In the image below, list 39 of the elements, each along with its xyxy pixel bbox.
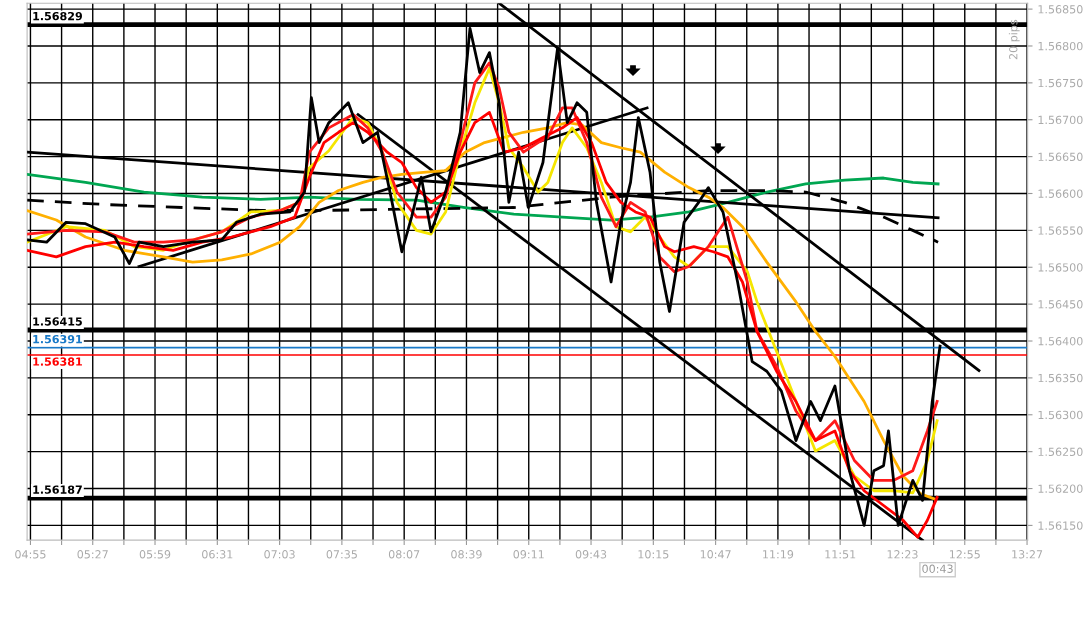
ref-line-label: 1.56829 [33,11,82,21]
text: 00:43 [922,564,953,573]
x-tick-label: 10:15 [638,550,669,559]
x-tick-label: 05:59 [139,550,171,559]
x-tick-label: 10:47 [700,550,731,559]
x-tick-label: 11:19 [763,550,794,559]
x-tick-label: 05:27 [77,550,108,559]
y-tick-label: 1.56800 [1038,41,1083,51]
ref-line-label: 1.56415 [33,317,82,326]
y-tick-label: 1.56150 [1038,521,1083,530]
x-tick-label: 13:27 [1012,550,1043,559]
x-tick-label: 12:55 [949,550,980,559]
y-tick-label: 1.56300 [1038,410,1083,420]
x-tick-label: 08:07 [388,550,420,559]
annotation: 20 pips [1008,19,1020,60]
x-tick-label: 07:03 [264,550,295,559]
x-tick-label: 08:39 [451,550,482,559]
y-tick-label: 1.56550 [1038,226,1083,235]
y-tick-label: 1.56450 [1038,300,1083,309]
x-tick-label: 09:43 [575,550,607,559]
x-tick-label: 06:31 [202,550,233,559]
x-tick-label: 07:35 [326,550,357,559]
y-tick-label: 1.56400 [1038,336,1083,346]
ref-line-label: 1.56391 [33,334,82,344]
y-tick-label: 1.56200 [1038,484,1083,493]
x-tick-label: 12:23 [887,550,918,559]
y-tick-label: 1.56500 [1038,263,1083,272]
y-tick-label: 1.56750 [1038,78,1083,88]
x-tick-label: 09:11 [513,550,544,559]
x-tick-label: 04:55 [15,550,46,559]
ref-line-label: 1.56381 [33,357,82,366]
y-tick-label: 1.56650 [1038,152,1083,161]
y-tick-label: 1.56350 [1038,373,1083,383]
y-tick-label: 1.56700 [1038,115,1083,125]
y-tick-label: 1.56600 [1038,189,1083,198]
y-tick-label: 1.56250 [1038,447,1083,457]
x-tick-label: 11:51 [825,550,856,559]
ref-line-label: 1.56187 [33,485,82,494]
y-tick-label: 1.56850 [1038,5,1083,14]
